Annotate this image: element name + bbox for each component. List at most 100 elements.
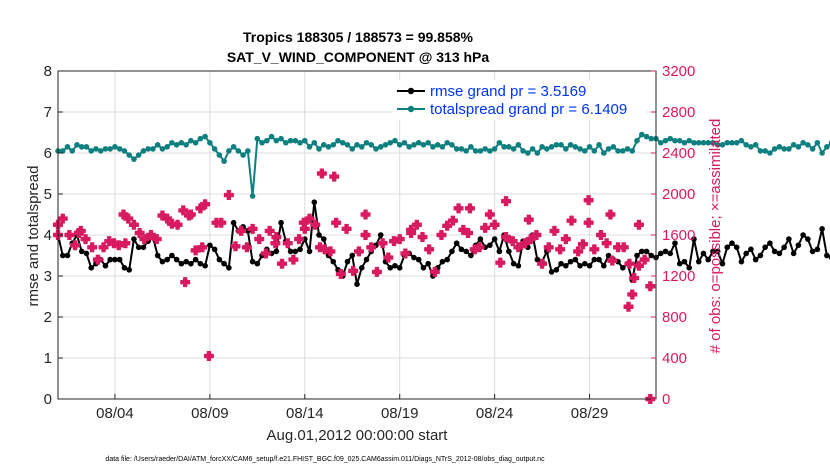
obs-count-marker: [185, 209, 196, 220]
obs-count-marker-shape: [624, 258, 635, 269]
obs-count-marker: [464, 203, 475, 214]
obs-count-marker: [139, 234, 150, 245]
obs-count-marker: [463, 227, 474, 238]
right-tick-label: 2800: [662, 104, 695, 121]
obs-count-marker-shape: [436, 230, 447, 240]
rmse-point: [344, 258, 351, 265]
spread-point: [506, 144, 512, 150]
rmse-point: [767, 240, 773, 246]
obs-count-marker-shape: [560, 234, 571, 245]
spread-point: [534, 150, 541, 156]
spread-point: [453, 146, 460, 152]
obs-count-marker: [394, 234, 405, 245]
obs-count-marker-shape: [166, 218, 177, 229]
rmse-point: [719, 260, 726, 267]
spread-point: [781, 146, 787, 152]
spread-point: [306, 144, 313, 150]
spread-point: [268, 133, 275, 140]
obs-count-marker-shape: [463, 227, 474, 238]
obs-count-marker: [633, 260, 644, 271]
legend-box: [393, 80, 646, 120]
obs-count-marker: [583, 217, 594, 228]
obs-count-marker: [113, 240, 124, 251]
obs-count-marker-shape: [583, 195, 594, 206]
spread-point: [762, 148, 768, 154]
spread-point: [643, 133, 650, 140]
obs-count-marker: [525, 234, 536, 245]
rmse-point: [563, 262, 569, 269]
rmse-point: [420, 265, 427, 271]
obs-count-marker-shape: [341, 223, 352, 234]
rmse-point: [178, 260, 185, 267]
obs-count-marker: [400, 248, 411, 259]
obs-count-marker-shape: [629, 273, 640, 284]
rmse-point: [586, 262, 593, 269]
obs-count-marker: [288, 254, 299, 265]
rmse-point: [183, 258, 189, 265]
spread-point: [748, 144, 754, 150]
obs-count-marker: [566, 215, 577, 226]
spread-point: [420, 142, 427, 148]
left-tick-label: 1: [44, 350, 52, 367]
rmse-point: [691, 236, 697, 242]
obs-count-marker-shape: [73, 227, 84, 238]
obs-count-marker: [589, 244, 600, 255]
obs-count-marker: [260, 248, 271, 259]
spread-point: [131, 156, 137, 162]
left-tick-label: 6: [44, 145, 52, 162]
spread-point: [809, 146, 816, 152]
spread-point: [529, 146, 536, 152]
rmse-point: [463, 248, 469, 255]
x-axis-label: Aug.01,2012 00:00:00 start: [267, 427, 449, 444]
spread-point: [724, 139, 730, 146]
spread-point: [743, 142, 749, 148]
obs-count-marker: [436, 230, 447, 240]
obs-count-marker-shape: [566, 215, 577, 226]
rmse-point: [733, 244, 740, 251]
obs-count-marker: [549, 225, 560, 236]
chart-title-line2: SAT_V_WIND_COMPONENT @ 313 hPa: [227, 49, 490, 65]
obs-count-marker: [277, 258, 288, 269]
spread-point: [259, 139, 265, 146]
spread-point: [254, 135, 261, 142]
obs-count-marker-shape: [80, 234, 91, 245]
spread-point: [596, 142, 602, 148]
obs-count-marker: [501, 232, 512, 243]
spread-point: [283, 139, 289, 146]
spread-point: [387, 139, 394, 146]
obs-count-marker: [294, 234, 305, 245]
spread-point: [216, 152, 223, 158]
rmse-point: [582, 260, 588, 267]
spread-point: [667, 135, 674, 142]
spread-point: [586, 144, 593, 150]
rmse-point: [577, 262, 583, 269]
spread-point: [510, 146, 517, 152]
spread-point: [93, 146, 99, 152]
rmse-point: [311, 199, 318, 205]
spread-point: [154, 142, 161, 148]
obs-count-marker-shape: [180, 277, 191, 288]
spread-point: [634, 137, 640, 144]
obs-count-marker-shape: [520, 238, 531, 249]
rmse-point: [752, 256, 759, 263]
rmse-point: [686, 265, 693, 271]
obs-count-marker-shape: [203, 350, 214, 361]
obs-count-marker: [489, 219, 500, 230]
spread-point: [719, 142, 726, 148]
spread-point: [330, 142, 337, 148]
obs-count-marker-shape: [236, 225, 247, 236]
spread-point: [64, 144, 71, 150]
rmse-point: [596, 256, 602, 263]
rmse-point: [506, 248, 512, 255]
obs-count-marker-shape: [139, 234, 150, 245]
obs-count-marker: [64, 230, 75, 240]
rmse-point: [112, 256, 118, 263]
obs-count-marker: [316, 168, 327, 179]
obs-count-marker: [310, 219, 321, 230]
spread-point: [472, 148, 479, 154]
spread-point: [463, 148, 469, 154]
spread-point: [553, 142, 560, 148]
obs-count-marker-shape: [633, 219, 644, 230]
spread-point: [491, 146, 498, 152]
obs-count-marker: [230, 241, 241, 252]
